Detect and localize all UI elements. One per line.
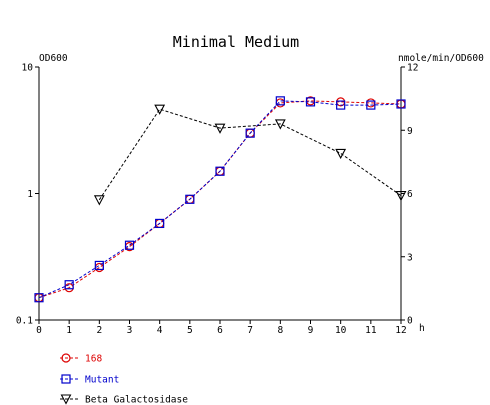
chart-title: Minimal Medium xyxy=(173,33,299,51)
x-axis-unit-label: h xyxy=(419,323,425,334)
legend-marker xyxy=(61,353,71,363)
data-point xyxy=(154,104,166,115)
left-axis-ticks: 0.1 1 10 xyxy=(16,63,39,327)
legend-marker xyxy=(61,374,71,384)
data-point xyxy=(215,166,225,176)
data-point xyxy=(155,218,165,229)
x-tick-label: 6 xyxy=(217,325,223,336)
right-tick-label: 6 xyxy=(407,189,413,200)
data-point xyxy=(305,97,316,107)
legend: 168 Mutant Beta Galactosidase xyxy=(60,353,188,405)
data-point xyxy=(395,191,407,202)
data-point xyxy=(336,100,346,110)
data-point xyxy=(245,128,255,138)
data-point xyxy=(94,260,104,271)
left-axis-label: OD600 xyxy=(39,53,68,64)
data-point xyxy=(274,119,286,130)
legend-label: Beta Galactosidase xyxy=(85,395,188,405)
x-tick-label: 11 xyxy=(365,325,377,336)
series-line xyxy=(38,100,402,299)
legend-item: Beta Galactosidase xyxy=(60,394,188,405)
x-tick-label: 3 xyxy=(127,325,133,336)
right-tick-label: 9 xyxy=(407,126,413,137)
x-tick-label: 2 xyxy=(96,325,102,336)
series-2 xyxy=(34,96,406,303)
legend-item: 168 xyxy=(60,353,102,365)
x-tick-label: 7 xyxy=(247,325,253,336)
x-tick-label: 8 xyxy=(277,325,283,336)
x-tick-label: 4 xyxy=(157,325,163,336)
data-point xyxy=(366,100,376,110)
left-tick-label: 0.1 xyxy=(16,316,33,327)
data-point xyxy=(64,280,74,290)
right-tick-label: 0 xyxy=(407,316,413,327)
data-point xyxy=(34,293,44,303)
data-point xyxy=(335,148,347,160)
series-line xyxy=(38,100,402,299)
data-point xyxy=(185,194,195,204)
x-tick-label: 9 xyxy=(308,325,314,336)
legend-marker xyxy=(60,394,72,405)
right-tick-label: 12 xyxy=(407,63,418,74)
right-axis-label: nmole/min/OD600 xyxy=(398,53,484,64)
x-tick-label: 5 xyxy=(187,325,193,336)
series-layer xyxy=(34,96,407,303)
x-tick-label: 12 xyxy=(395,325,406,336)
legend-label: 168 xyxy=(85,354,102,365)
x-tick-label: 0 xyxy=(36,325,42,336)
data-point xyxy=(396,99,406,109)
x-tick-label: 1 xyxy=(66,325,72,336)
data-point xyxy=(275,96,285,106)
legend-label: Mutant xyxy=(85,375,119,386)
data-point xyxy=(214,123,226,134)
legend-item: Mutant xyxy=(60,374,119,386)
series-line xyxy=(98,108,402,201)
left-tick-label: 10 xyxy=(22,63,34,74)
right-tick-label: 3 xyxy=(407,252,413,263)
series-3 xyxy=(93,104,407,206)
left-tick-label: 1 xyxy=(27,189,33,200)
data-point xyxy=(124,240,135,250)
x-axis-ticks: 0 1 2 3 4 5 6 7 8 9 10 11 12 xyxy=(36,320,407,336)
data-point xyxy=(93,195,105,206)
x-tick-label: 10 xyxy=(335,325,347,336)
